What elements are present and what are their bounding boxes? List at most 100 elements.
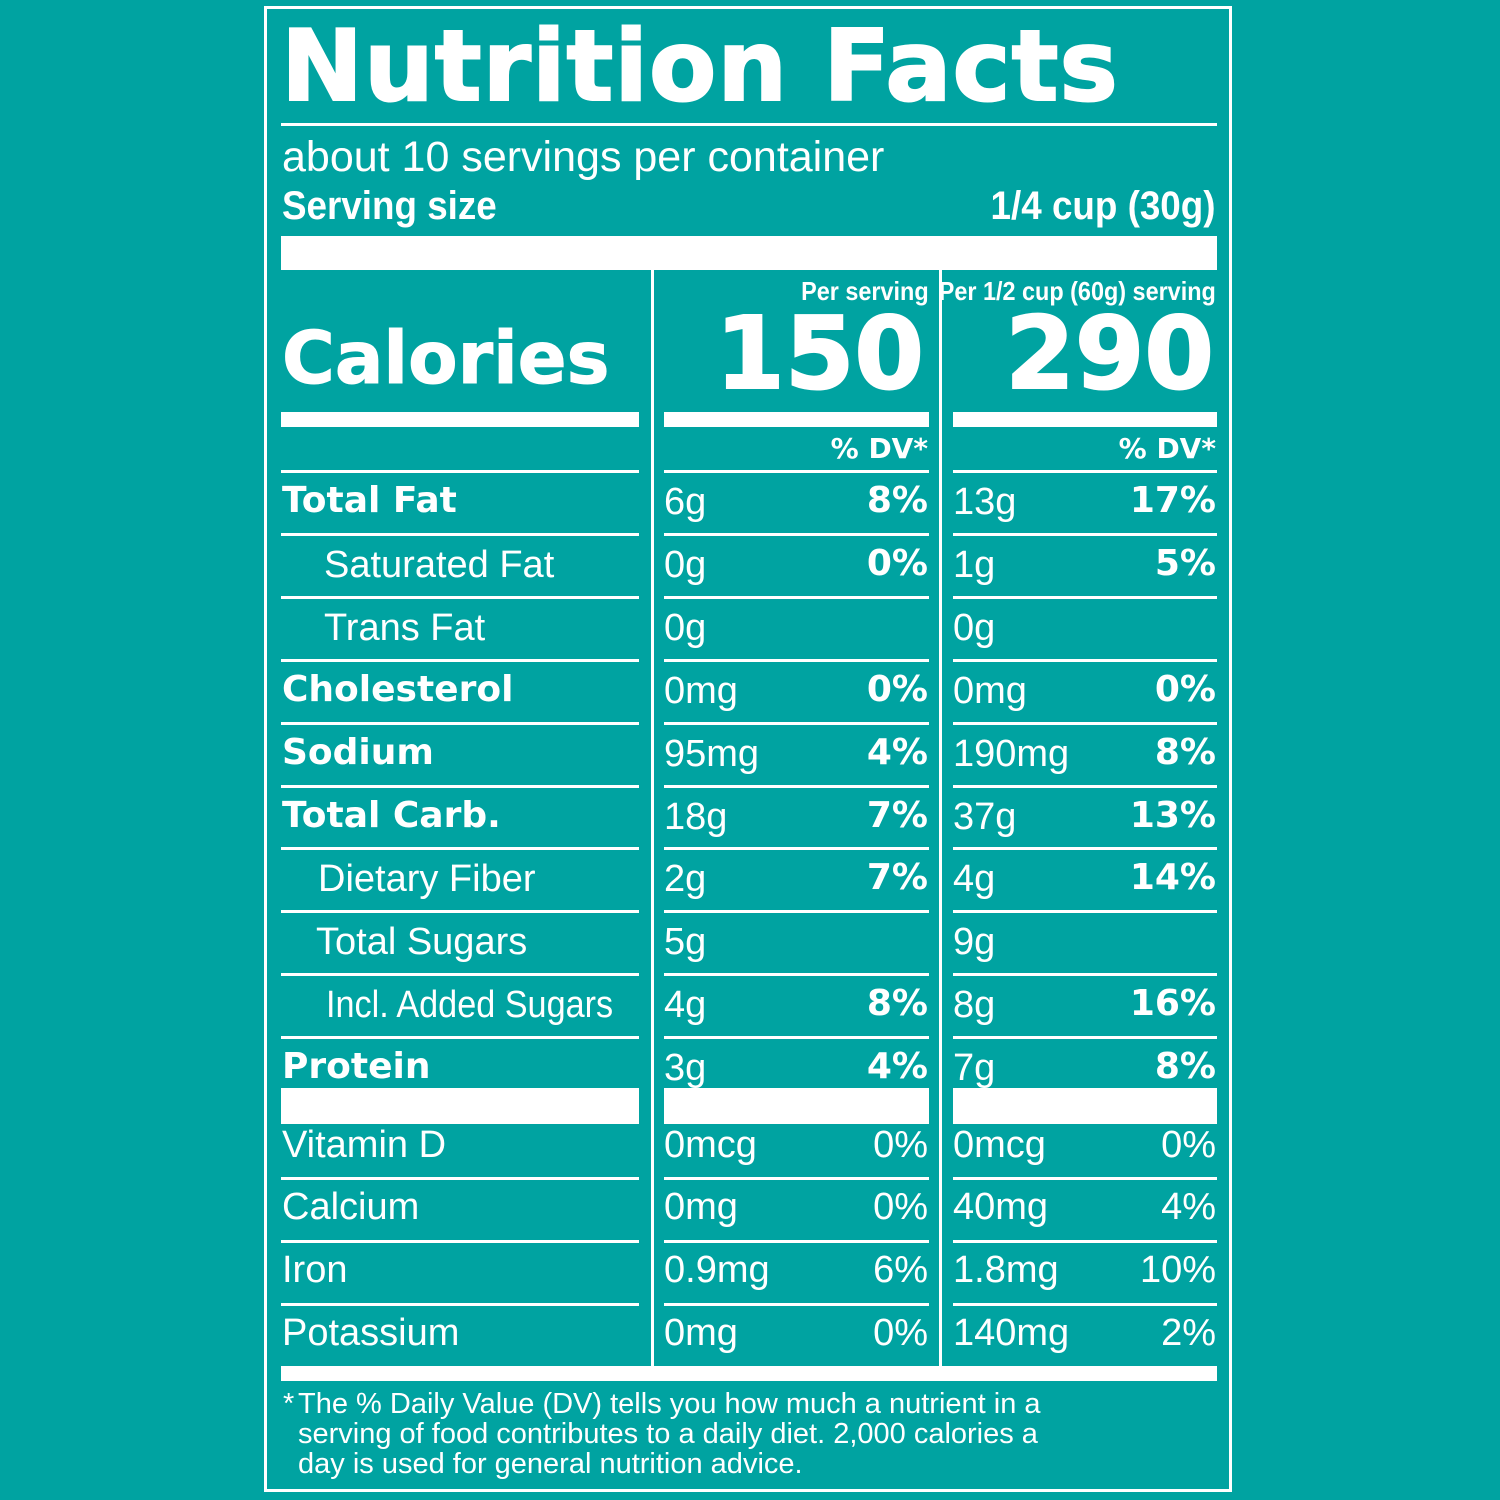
amount-per-serving-dietary-fiber: 2g bbox=[664, 858, 707, 900]
amount-per-serving-iron: 0.9mg bbox=[664, 1249, 770, 1291]
nutrient-name-incl-added-sugars: Incl. Added Sugars bbox=[326, 984, 614, 1026]
dv-per-half-cup-incl-added-sugars: 16% bbox=[1129, 983, 1216, 1024]
footnote-line-3: day is used for general nutrition advice… bbox=[298, 1448, 803, 1480]
nutrient-name-protein: Protein bbox=[282, 1046, 431, 1087]
row-divider-label bbox=[281, 1036, 639, 1039]
nutrient-name-total-sugars: Total Sugars bbox=[316, 921, 528, 963]
dv-per-half-cup-dietary-fiber: 14% bbox=[1129, 857, 1216, 898]
calories-per-serving: 150 bbox=[714, 295, 925, 412]
vitamin-divider-label bbox=[281, 1303, 639, 1306]
dv-per-serving-vitamin-d: 0% bbox=[873, 1124, 928, 1166]
row-divider-label bbox=[281, 470, 639, 473]
row-divider-label bbox=[281, 596, 639, 599]
row-divider-col2 bbox=[953, 722, 1217, 725]
footnote-divider bbox=[281, 1366, 1217, 1381]
amount-per-half-cup-calcium: 40mg bbox=[953, 1186, 1049, 1228]
amount-per-serving-saturated-fat: 0g bbox=[664, 544, 707, 586]
nutrient-name-total-fat: Total Fat bbox=[282, 480, 457, 521]
dv-per-serving-dietary-fiber: 7% bbox=[866, 857, 928, 898]
dv-per-half-cup-potassium: 2% bbox=[1161, 1312, 1216, 1354]
vitamin-name-potassium: Potassium bbox=[282, 1312, 460, 1354]
nutrition-facts-panel bbox=[264, 6, 1232, 1492]
row-divider-col2 bbox=[953, 785, 1217, 788]
row-divider-col1 bbox=[664, 470, 929, 473]
dv-per-serving-protein: 4% bbox=[866, 1046, 928, 1087]
col1-header: Per serving bbox=[801, 276, 929, 306]
nutrient-name-saturated-fat: Saturated Fat bbox=[324, 544, 555, 586]
amount-per-half-cup-trans-fat: 0g bbox=[953, 607, 996, 649]
vitamin-divider-col1 bbox=[664, 1303, 929, 1306]
amount-per-half-cup-protein: 7g bbox=[953, 1047, 996, 1089]
row-divider-col1 bbox=[664, 973, 929, 976]
amount-per-serving-calcium: 0mg bbox=[664, 1186, 738, 1228]
row-divider-label bbox=[281, 533, 639, 536]
row-divider-col2 bbox=[953, 533, 1217, 536]
dv-per-half-cup-sodium: 8% bbox=[1154, 732, 1216, 773]
row-divider-label bbox=[281, 785, 639, 788]
amount-per-serving-total-fat: 6g bbox=[664, 481, 707, 523]
vitamin-name-iron: Iron bbox=[282, 1249, 348, 1291]
dv-per-half-cup-protein: 8% bbox=[1154, 1046, 1216, 1087]
row-divider-col1 bbox=[664, 910, 929, 913]
row-divider-col1 bbox=[664, 596, 929, 599]
footnote-line-1: The % Daily Value (DV) tells you how muc… bbox=[298, 1388, 1041, 1420]
nutrient-name-trans-fat: Trans Fat bbox=[324, 607, 486, 649]
amount-per-serving-trans-fat: 0g bbox=[664, 607, 707, 649]
vitamin-bar-col2 bbox=[953, 1088, 1217, 1124]
row-divider-col1 bbox=[664, 722, 929, 725]
dv-per-half-cup-total-fat: 17% bbox=[1129, 480, 1216, 521]
calories-bar-label bbox=[281, 412, 639, 427]
row-divider-col2 bbox=[953, 596, 1217, 599]
row-divider-col2 bbox=[953, 847, 1217, 850]
vitamin-name-calcium: Calcium bbox=[282, 1186, 420, 1228]
vitamin-divider-col1 bbox=[664, 1177, 929, 1180]
dv-per-serving-potassium: 0% bbox=[873, 1312, 928, 1354]
nutrient-name-dietary-fiber: Dietary Fiber bbox=[318, 858, 536, 900]
amount-per-half-cup-total-carb: 37g bbox=[953, 796, 1017, 838]
vitamin-divider-col2 bbox=[953, 1240, 1217, 1243]
col2-header: Per 1/2 cup (60g) serving bbox=[938, 276, 1216, 306]
dv-per-serving-sodium: 4% bbox=[866, 732, 928, 773]
amount-per-serving-incl-added-sugars: 4g bbox=[664, 984, 707, 1026]
row-divider-col2 bbox=[953, 470, 1217, 473]
calories-per-half-cup: 290 bbox=[1004, 295, 1215, 412]
row-divider-label bbox=[281, 910, 639, 913]
vitamin-divider-col1 bbox=[664, 1240, 929, 1243]
servings-per-container: about 10 servings per container bbox=[282, 133, 885, 181]
dv-per-serving-total-carb: 7% bbox=[866, 795, 928, 836]
row-divider-label bbox=[281, 973, 639, 976]
title-divider bbox=[281, 123, 1217, 126]
serving-size-label: Serving size bbox=[282, 184, 497, 228]
amount-per-half-cup-dietary-fiber: 4g bbox=[953, 858, 996, 900]
vitamin-bar-label bbox=[281, 1088, 639, 1124]
vitamin-name-vitamin-d: Vitamin D bbox=[282, 1124, 447, 1166]
row-divider-col1 bbox=[664, 659, 929, 662]
vitamin-bar-col1 bbox=[664, 1088, 929, 1124]
amount-per-serving-cholesterol: 0mg bbox=[664, 670, 738, 712]
amount-per-serving-potassium: 0mg bbox=[664, 1312, 738, 1354]
vitamin-divider-col2 bbox=[953, 1303, 1217, 1306]
dv-per-serving-calcium: 0% bbox=[873, 1186, 928, 1228]
amount-per-half-cup-incl-added-sugars: 8g bbox=[953, 984, 996, 1026]
row-divider-label bbox=[281, 659, 639, 662]
row-divider-label bbox=[281, 847, 639, 850]
nutrient-name-total-carb: Total Carb. bbox=[282, 795, 501, 836]
row-divider-col2 bbox=[953, 910, 1217, 913]
dv-per-serving-cholesterol: 0% bbox=[866, 669, 928, 710]
row-divider-col1 bbox=[664, 785, 929, 788]
row-divider-col2 bbox=[953, 1036, 1217, 1039]
amount-per-serving-protein: 3g bbox=[664, 1047, 707, 1089]
amount-per-half-cup-potassium: 140mg bbox=[953, 1312, 1070, 1354]
amount-per-serving-total-carb: 18g bbox=[664, 796, 728, 838]
serving-size-value: 1/4 cup (30g) bbox=[991, 184, 1216, 228]
dv-per-half-cup-cholesterol: 0% bbox=[1154, 669, 1216, 710]
dv-per-half-cup-calcium: 4% bbox=[1161, 1186, 1216, 1228]
dv-header-col1: % DV* bbox=[830, 432, 928, 465]
dv-per-serving-iron: 6% bbox=[873, 1249, 928, 1291]
nutrient-name-sodium: Sodium bbox=[282, 732, 434, 773]
row-divider-col1 bbox=[664, 1036, 929, 1039]
amount-per-serving-sodium: 95mg bbox=[664, 733, 760, 775]
dv-per-serving-saturated-fat: 0% bbox=[866, 543, 928, 584]
vitamin-divider-label bbox=[281, 1240, 639, 1243]
amount-per-serving-vitamin-d: 0mcg bbox=[664, 1124, 757, 1166]
